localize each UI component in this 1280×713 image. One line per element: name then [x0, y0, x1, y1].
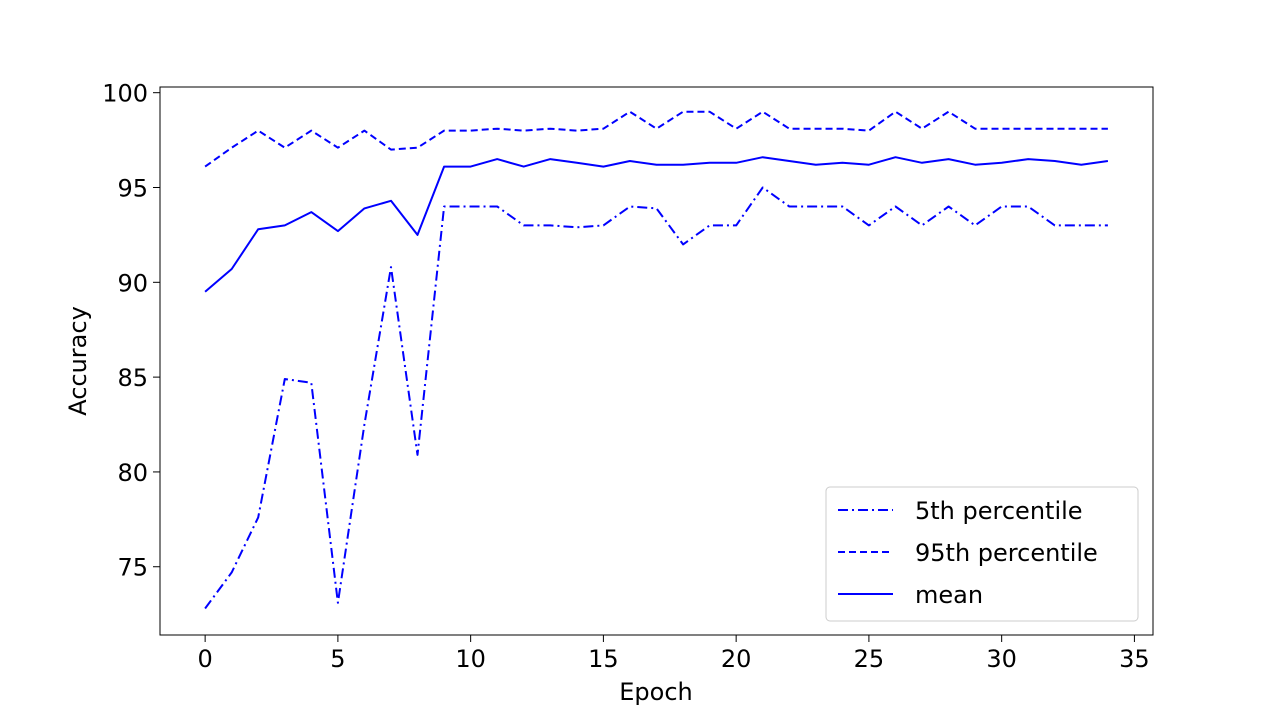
plot-frame: [159, 86, 1154, 636]
x-tick-label: 35: [1119, 645, 1150, 673]
series-line-2: [204, 156, 1109, 293]
legend-label-0: 5th percentile: [915, 497, 1083, 525]
y-tick-label: 85: [117, 364, 148, 392]
y-tick-label: 95: [117, 174, 148, 202]
x-tick-label: 5: [330, 645, 345, 673]
legend-box: [825, 486, 1139, 622]
legend-label-1: 95th percentile: [915, 539, 1098, 567]
legend-label-2: mean: [915, 581, 983, 609]
series-lines: [204, 110, 1109, 610]
series-line-0: [204, 186, 1108, 610]
y-axis: 75 80 85 90 95 100: [102, 80, 160, 582]
y-tick-label: 75: [117, 554, 148, 582]
x-tick-label: 15: [588, 645, 619, 673]
legend: 5th percentile 95th percentile mean: [825, 486, 1139, 622]
x-tick-label: 20: [721, 645, 752, 673]
x-tick-label: 10: [455, 645, 486, 673]
y-tick-label: 90: [117, 269, 148, 297]
x-axis-label: Epoch: [619, 678, 693, 706]
x-axis: 0 5 10 15 20 25 30 35: [197, 635, 1150, 673]
y-tick-label: 100: [102, 80, 148, 108]
x-tick-label: 25: [854, 645, 885, 673]
series-line-1: [204, 110, 1108, 168]
y-tick-label: 80: [117, 459, 148, 487]
x-tick-label: 30: [986, 645, 1017, 673]
y-axis-label: Accuracy: [64, 306, 92, 416]
x-tick-label: 0: [197, 645, 212, 673]
